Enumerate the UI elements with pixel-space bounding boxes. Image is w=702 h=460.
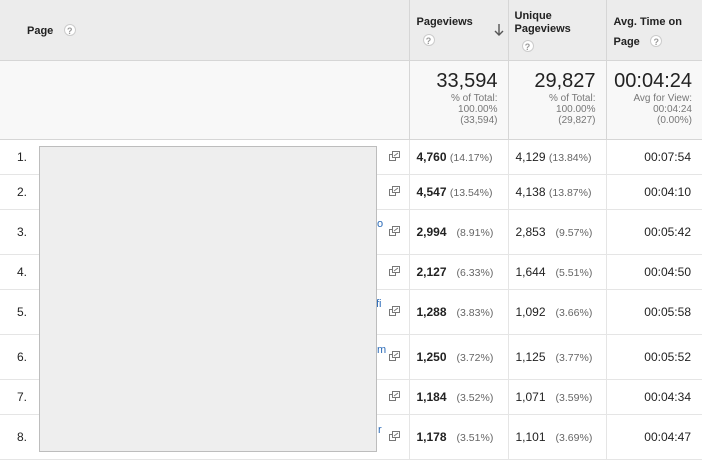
pageviews-cell: 4,760 (14.17%) [409, 139, 508, 174]
unique-percent: (3.59%) [556, 392, 593, 404]
external-link-icon[interactable] [389, 186, 400, 196]
help-icon[interactable]: ? [522, 40, 534, 52]
pageviews-percent: (14.17%) [450, 152, 493, 164]
pageviews-cell: 1,178 (3.51%) [409, 414, 508, 459]
unique-percent: (9.57%) [556, 227, 593, 239]
pageviews-cell: 2,127 (6.33%) [409, 254, 508, 289]
page-link-fragment[interactable]: m [377, 344, 386, 356]
arrow-down-icon[interactable] [494, 24, 504, 36]
help-icon[interactable]: ? [64, 24, 76, 36]
avg-time-cell: 00:05:42 [606, 209, 702, 254]
pageviews-cell: 4,547 (13.54%) [409, 174, 508, 209]
unique-value: 1,071 [516, 390, 546, 404]
unique-value: 1,092 [516, 305, 546, 319]
totals-avg-value: 00:04:24 [607, 69, 693, 93]
unique-percent: (3.77%) [556, 352, 593, 364]
unique-value: 1,125 [516, 350, 546, 364]
totals-avg: 00:04:24 Avg for View: 00:04:24 (0.00%) [606, 60, 702, 139]
totals-unique-value: 29,827 [509, 69, 596, 93]
pageviews-cell: 1,250 (3.72%) [409, 334, 508, 379]
unique-percent: (3.69%) [556, 432, 593, 444]
unique-cell: 2,853 (9.57%) [508, 209, 606, 254]
pageviews-value: 1,288 [417, 305, 447, 319]
pageviews-percent: (13.54%) [450, 187, 493, 199]
unique-percent: (5.51%) [556, 267, 593, 279]
avg-header-line1: Avg. Time on [614, 16, 702, 29]
unique-cell: 1,092 (3.66%) [508, 289, 606, 334]
unique-cell: 4,138 (13.87%) [508, 174, 606, 209]
totals-avg-l3: (0.00%) [607, 115, 693, 126]
unique-cell: 1,071 (3.59%) [508, 379, 606, 414]
unique-cell: 1,125 (3.77%) [508, 334, 606, 379]
external-link-icon[interactable] [389, 266, 400, 276]
external-link-icon[interactable] [389, 431, 400, 441]
pageviews-percent: (6.33%) [457, 267, 494, 279]
unique-value: 1,101 [516, 430, 546, 444]
avg-time-cell: 00:04:50 [606, 254, 702, 289]
external-link-icon[interactable] [389, 226, 400, 236]
totals-unique-l2: 100.00% [509, 104, 596, 115]
help-icon[interactable]: ? [423, 34, 435, 46]
avg-header-line2: Page [614, 36, 640, 48]
pageviews-value: 4,547 [417, 185, 447, 199]
unique-header-line1: Unique [515, 10, 606, 23]
avg-time-cell: 00:05:58 [606, 289, 702, 334]
unique-value: 2,853 [516, 225, 546, 239]
pageviews-value: 1,178 [417, 430, 447, 444]
page-link-fragment[interactable]: r [378, 424, 382, 436]
pageviews-percent: (3.72%) [457, 352, 494, 364]
pageviews-value: 1,250 [417, 350, 447, 364]
totals-pageviews-l2: 100.00% [410, 104, 498, 115]
external-link-icon[interactable] [389, 306, 400, 316]
pageviews-cell: 1,288 (3.83%) [409, 289, 508, 334]
pageviews-cell: 1,184 (3.52%) [409, 379, 508, 414]
unique-cell: 1,644 (5.51%) [508, 254, 606, 289]
unique-cell: 4,129 (13.84%) [508, 139, 606, 174]
pageviews-value: 2,127 [417, 265, 447, 279]
totals-pageviews-value: 33,594 [410, 69, 498, 93]
totals-unique-l1: % of Total: [509, 93, 596, 104]
redacted-page-paths [39, 146, 377, 452]
unique-value: 4,129 [516, 150, 546, 164]
column-header-avg-time[interactable]: Avg. Time on Page ? [606, 0, 702, 60]
pageviews-percent: (3.83%) [457, 307, 494, 319]
column-header-unique-pageviews[interactable]: Unique Pageviews ? [508, 0, 606, 60]
pageviews-percent: (3.51%) [457, 432, 494, 444]
external-link-icon[interactable] [389, 391, 400, 401]
unique-header-line2: Pageviews [515, 23, 606, 36]
help-icon[interactable]: ? [650, 35, 662, 47]
totals-avg-l2: 00:04:24 [607, 104, 693, 115]
unique-value: 4,138 [516, 185, 546, 199]
pageviews-value: 4,760 [417, 150, 447, 164]
avg-time-cell: 00:07:54 [606, 139, 702, 174]
avg-time-cell: 00:04:34 [606, 379, 702, 414]
totals-pageviews: 33,594 % of Total: 100.00% (33,594) [409, 60, 508, 139]
totals-pageviews-l3: (33,594) [410, 115, 498, 126]
avg-time-cell: 00:05:52 [606, 334, 702, 379]
unique-percent: (13.84%) [549, 152, 592, 164]
unique-percent: (13.87%) [549, 187, 592, 199]
pageviews-cell: 2,994 (8.91%) [409, 209, 508, 254]
external-link-icon[interactable] [389, 351, 400, 361]
unique-cell: 1,101 (3.69%) [508, 414, 606, 459]
avg-time-cell: 00:04:47 [606, 414, 702, 459]
totals-pageviews-l1: % of Total: [410, 93, 498, 104]
pageviews-percent: (8.91%) [457, 227, 494, 239]
totals-avg-l1: Avg for View: [607, 93, 693, 104]
column-header-page[interactable]: Page ? [0, 0, 409, 60]
unique-percent: (3.66%) [556, 307, 593, 319]
totals-unique-l3: (29,827) [509, 115, 596, 126]
avg-time-cell: 00:04:10 [606, 174, 702, 209]
external-link-icon[interactable] [389, 151, 400, 161]
totals-unique: 29,827 % of Total: 100.00% (29,827) [508, 60, 606, 139]
pageviews-percent: (3.52%) [457, 392, 494, 404]
pageviews-value: 2,994 [417, 225, 447, 239]
column-header-pageviews[interactable]: Pageviews ? [409, 0, 508, 60]
page-header-label: Page [27, 25, 53, 37]
unique-value: 1,644 [516, 265, 546, 279]
totals-page-cell [0, 60, 409, 139]
pageviews-value: 1,184 [417, 390, 447, 404]
page-link-fragment[interactable]: o [377, 218, 383, 230]
